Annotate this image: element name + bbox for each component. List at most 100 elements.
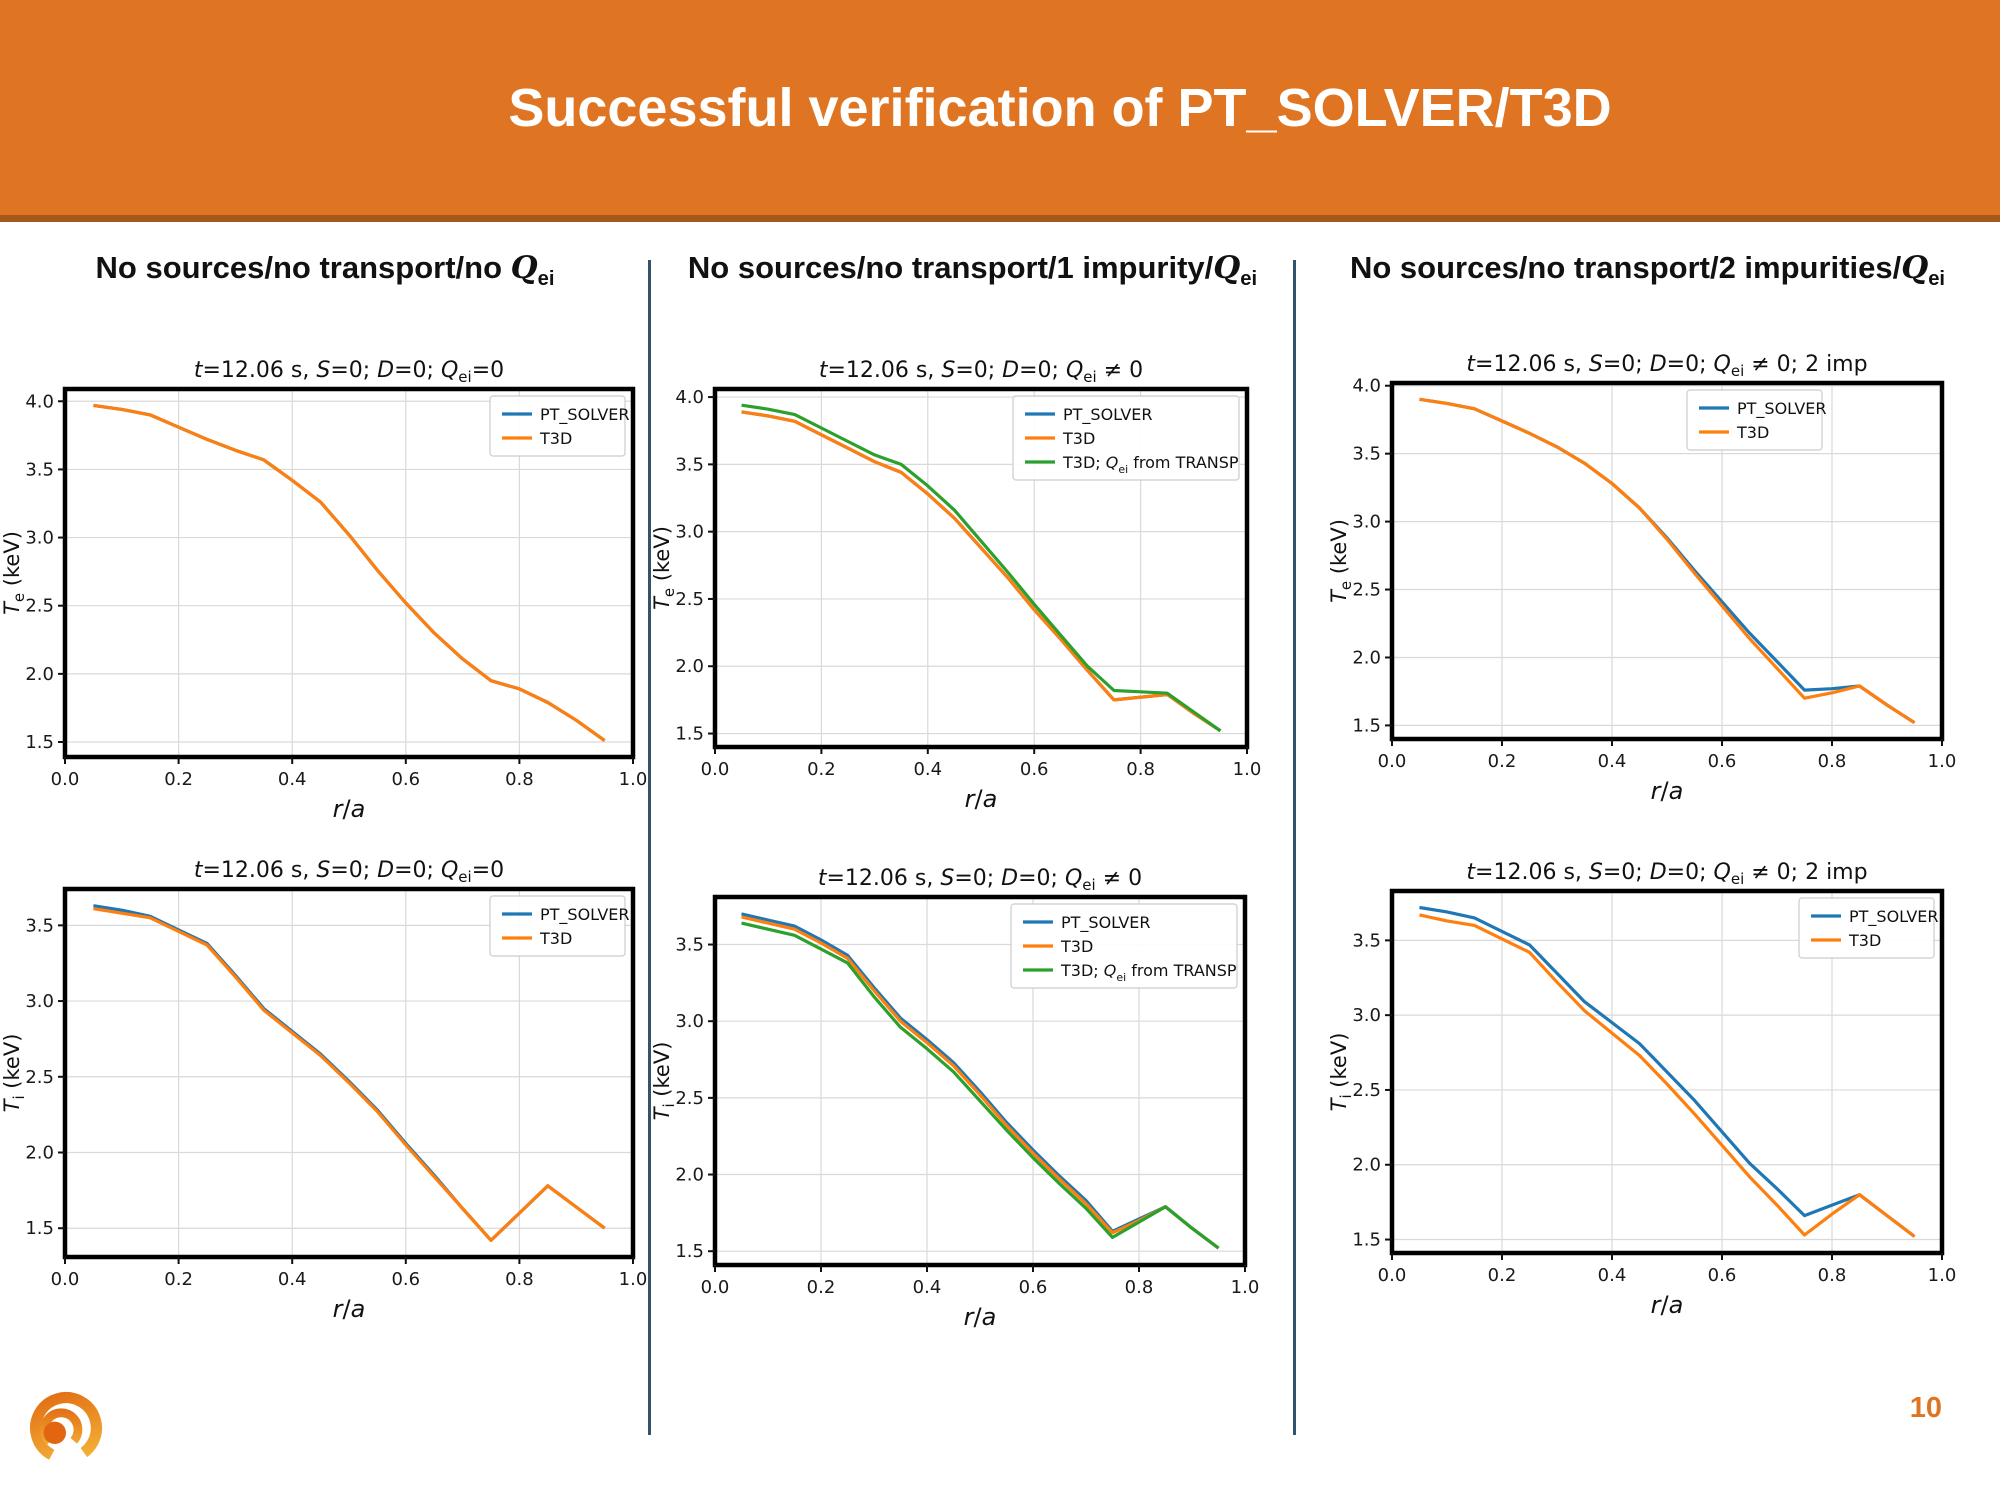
y-tick-label: 2.0 (1352, 647, 1381, 668)
y-tick-label: 3.5 (675, 935, 704, 956)
y-axis-label: Te (keV) (1330, 519, 1355, 603)
chart-title: t=12.06 s, S=0; D=0; Qei ≠ 0 (818, 866, 1142, 894)
legend-label: PT_SOLVER (1737, 399, 1827, 419)
axes-frame (712, 894, 1248, 1268)
legend: PT_SOLVER T3D (1686, 389, 1827, 451)
x-tick-label: 0.0 (51, 769, 80, 790)
y-tick-label: 3.5 (25, 915, 54, 936)
chart-ti-2-impurities-container: 0.0 0.2 0.4 0.6 0.8 1.0 1.5 2.0 2.5 3.0 3.5 t=12.06… (1330, 857, 1956, 1325)
legend-label: PT_SOLVER (540, 905, 630, 925)
chart-title: t=12.06 s, S=0; D=0; Qei=0 (194, 358, 504, 386)
y-tick-label: 2.0 (675, 656, 704, 677)
legend-box (489, 395, 626, 457)
series-line-pt-solver (1419, 397, 1916, 725)
x-tick-label: 0.6 (1708, 1265, 1737, 1286)
x-tick-label: 0.4 (1598, 751, 1627, 772)
x-tick-label: 0.8 (1818, 1265, 1847, 1286)
x-axis-label: r/a (333, 1295, 366, 1323)
page-number: 10 (1909, 1392, 1942, 1424)
chart-ti-2imp: 0.0 0.2 0.4 0.6 0.8 1.0 1.5 2.0 2.5 3.0 3.5 t=12.06… (1330, 860, 1956, 1319)
series-line-t3d (1419, 913, 1916, 1238)
series-line-t3d (93, 403, 606, 742)
axes-frame (1389, 380, 1945, 742)
chart-title: t=12.06 s, S=0; D=0; Qei ≠ 0 (819, 358, 1143, 386)
chart-te-no-qei: 0.0 0.2 0.4 0.6 0.8 1.0 1.5 2.0 2.5 3.0 3.5 4.0 t=12… (3, 358, 647, 823)
axes-frame (62, 886, 636, 1260)
y-tick-label: 2.5 (25, 1067, 54, 1088)
y-tick-label: 2.0 (25, 664, 54, 685)
y-tick-label: 1.5 (1352, 1230, 1381, 1251)
y-tick-label: 4.0 (675, 387, 704, 408)
x-axis-label: r/a (333, 795, 366, 823)
y-tick-label: 3.0 (1352, 512, 1381, 533)
x-tick-label: 0.6 (391, 1269, 420, 1290)
series-line-t3d (741, 410, 1222, 733)
series-line-t3d-qei-from-transp (741, 921, 1220, 1250)
y-axis-label: Ti (keV) (653, 1042, 678, 1121)
series-line-t3d (93, 907, 606, 1242)
legend-box (1012, 395, 1240, 481)
x-tick-label: 0.6 (1708, 751, 1737, 772)
legend-label: T3D (1848, 931, 1881, 950)
series-line-pt-solver (1419, 905, 1916, 1238)
chart-te-2-impurities-container: 0.0 0.2 0.4 0.6 0.8 1.0 1.5 2.0 2.5 3.0 3.5 4.0 t=12… (1330, 349, 1956, 811)
legend-box (1010, 903, 1238, 989)
axes-frame (62, 386, 636, 760)
series-line-t3d-qei-from-transp (741, 403, 1222, 733)
chart-title: t=12.06 s, S=0; D=0; Qei=0 (194, 858, 504, 886)
swirl-logo-icon (30, 1392, 103, 1464)
y-tick-label: 3.0 (675, 522, 704, 543)
x-tick-label: 0.4 (278, 1269, 307, 1290)
y-tick-label: 2.5 (1352, 1080, 1381, 1101)
y-tick-label: 2.5 (25, 596, 54, 617)
y-tick-label: 1.5 (675, 724, 704, 745)
x-tick-label: 0.0 (701, 759, 730, 780)
x-tick-label: 0.0 (51, 1269, 80, 1290)
column-heading-no-qei: No sources/no transport/no Qei (95, 250, 555, 291)
y-axis-label: Ti (keV) (3, 1034, 28, 1113)
x-tick-label: 0.4 (278, 769, 307, 790)
chart-ti-1-impurity-container: 0.0 0.2 0.4 0.6 0.8 1.0 1.5 2.0 2.5 3.0 3.5 t=12.06… (653, 863, 1259, 1337)
y-tick-label: 2.5 (1352, 580, 1381, 601)
y-tick-label: 1.5 (25, 1218, 54, 1239)
y-tick-label: 2.5 (675, 589, 704, 610)
y-tick-label: 2.0 (25, 1143, 54, 1164)
legend-label: T3D (539, 429, 572, 448)
x-tick-label: 0.4 (913, 1277, 942, 1298)
x-tick-label: 0.2 (1488, 1265, 1517, 1286)
legend-box (489, 895, 626, 957)
x-tick-label: 1.0 (1928, 751, 1956, 772)
y-tick-label: 4.0 (1352, 376, 1381, 397)
chart-te-no-qei-container: 0.0 0.2 0.4 0.6 0.8 1.0 1.5 2.0 2.5 3.0 3.5 4.0 t=12… (3, 355, 647, 829)
y-tick-label: 2.5 (675, 1088, 704, 1109)
legend-label: T3D (1736, 423, 1769, 442)
x-tick-label: 0.2 (1488, 751, 1517, 772)
organization-logo (26, 1380, 106, 1481)
chart-te-2imp: 0.0 0.2 0.4 0.6 0.8 1.0 1.5 2.0 2.5 3.0 3.5 4.0 t=12… (1330, 352, 1956, 805)
x-tick-label: 0.2 (807, 1277, 836, 1298)
slide-header: Successful verification of PT_SOLVER/T3D (0, 0, 2000, 222)
chart-ti-no-qei-container: 0.0 0.2 0.4 0.6 0.8 1.0 1.5 2.0 2.5 3.0 3.5 t=12.06… (3, 855, 647, 1329)
y-tick-label: 3.0 (25, 528, 54, 549)
x-tick-label: 0.0 (1378, 1265, 1407, 1286)
chart-title: t=12.06 s, S=0; D=0; Qei ≠ 0; 2 imp (1466, 352, 1867, 380)
x-tick-label: 0.8 (1126, 759, 1155, 780)
x-axis-label: r/a (1651, 777, 1684, 805)
x-tick-label: 0.4 (1598, 1265, 1627, 1286)
legend: PT_SOLVER T3D T3D; Qei from TRANSP (1012, 395, 1240, 481)
legend-label: PT_SOLVER (540, 405, 630, 425)
y-tick-label: 1.5 (675, 1241, 704, 1262)
legend-label: T3D; Qei from TRANSP (1062, 453, 1239, 476)
legend-box (1798, 897, 1935, 959)
legend-label: T3D (539, 929, 572, 948)
legend-label: PT_SOLVER (1061, 913, 1151, 933)
y-tick-label: 3.0 (1352, 1005, 1381, 1026)
x-tick-label: 1.0 (1928, 1265, 1956, 1286)
legend: PT_SOLVER T3D (1798, 897, 1939, 959)
legend: PT_SOLVER T3D (489, 895, 630, 957)
axes-frame (1389, 888, 1945, 1256)
axes-frame (712, 386, 1250, 750)
column-heading-1-impurity: No sources/no transport/1 impurity/Qei (687, 250, 1258, 291)
x-axis-label: r/a (964, 1303, 997, 1331)
x-axis-label: r/a (965, 785, 998, 813)
